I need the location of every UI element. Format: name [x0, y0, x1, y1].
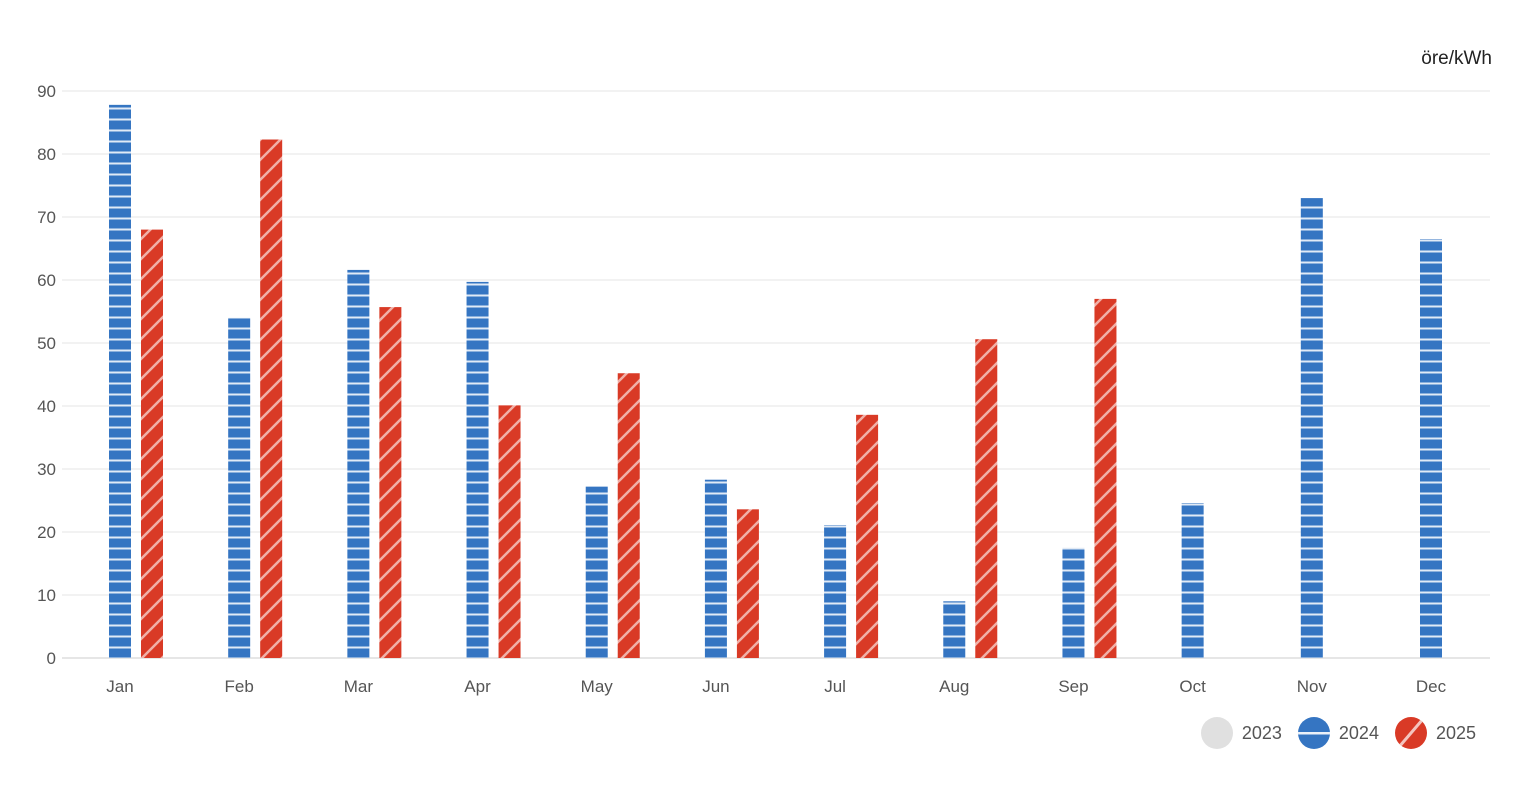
bar-2025-may[interactable]: [617, 373, 640, 658]
y-tick-label: 10: [37, 586, 56, 605]
x-tick-label: May: [581, 677, 614, 696]
bar-2024-jun[interactable]: [704, 479, 727, 658]
bar-2024-nov[interactable]: [1300, 198, 1323, 658]
legend-label: 2024: [1338, 722, 1379, 743]
y-tick-label: 80: [37, 145, 56, 164]
y-tick-label: 0: [47, 649, 56, 668]
bar-2025-jul[interactable]: [856, 414, 879, 658]
x-tick-label: Aug: [939, 677, 969, 696]
bar-2024-dec[interactable]: [1420, 239, 1442, 659]
legend-item-2025[interactable]: 2025: [1394, 717, 1476, 749]
legend-swatch-icon: [1394, 717, 1427, 749]
bar-2025-feb[interactable]: [260, 139, 283, 658]
legend-swatch-icon: [1200, 717, 1233, 749]
x-tick-label: Feb: [225, 677, 254, 696]
bar-2024-oct[interactable]: [1181, 503, 1204, 658]
x-tick-label: Apr: [464, 677, 491, 696]
legend-swatch-icon: [1297, 717, 1330, 749]
bar-2025-mar[interactable]: [379, 307, 402, 658]
bar-2025-jan[interactable]: [141, 229, 163, 658]
y-tick-label: 90: [37, 82, 56, 101]
legend-label: 2023: [1241, 722, 1282, 743]
x-tick-label: Sep: [1058, 677, 1088, 696]
x-tick-label: Nov: [1297, 677, 1328, 696]
bar-2024-feb[interactable]: [228, 317, 251, 658]
chart-legend: 2023 2024 2025: [1200, 717, 1476, 749]
bar-2025-jun[interactable]: [736, 509, 759, 658]
x-tick-label: Jan: [106, 677, 133, 696]
bar-2024-may[interactable]: [585, 486, 608, 658]
bar-2025-apr[interactable]: [498, 405, 521, 658]
unit-label: öre/kWh: [1421, 48, 1492, 69]
bar-2024-aug[interactable]: [943, 601, 966, 658]
y-tick-label: 60: [37, 271, 56, 290]
legend-item-2024[interactable]: 2024: [1297, 717, 1379, 749]
y-tick-label: 50: [37, 334, 56, 353]
bar-2024-jul[interactable]: [824, 525, 847, 658]
x-tick-label: Mar: [344, 677, 374, 696]
x-tick-label: Jul: [824, 677, 846, 696]
y-tick-label: 30: [37, 460, 56, 479]
x-tick-label: Oct: [1179, 677, 1206, 696]
bar-2024-jan[interactable]: [109, 104, 131, 659]
legend-item-2023[interactable]: 2023: [1200, 717, 1282, 749]
x-tick-label: Jun: [702, 677, 729, 696]
bar-2025-sep[interactable]: [1094, 298, 1117, 658]
y-tick-label: 40: [37, 397, 56, 416]
x-tick-label: Dec: [1416, 677, 1447, 696]
bar-2025-aug[interactable]: [975, 339, 998, 658]
bar-2024-sep[interactable]: [1062, 547, 1085, 658]
y-tick-label: 70: [37, 208, 56, 227]
legend-label: 2025: [1435, 722, 1476, 743]
y-tick-label: 20: [37, 523, 56, 542]
bar-2024-apr[interactable]: [466, 281, 489, 658]
bar-2024-mar[interactable]: [347, 269, 370, 658]
